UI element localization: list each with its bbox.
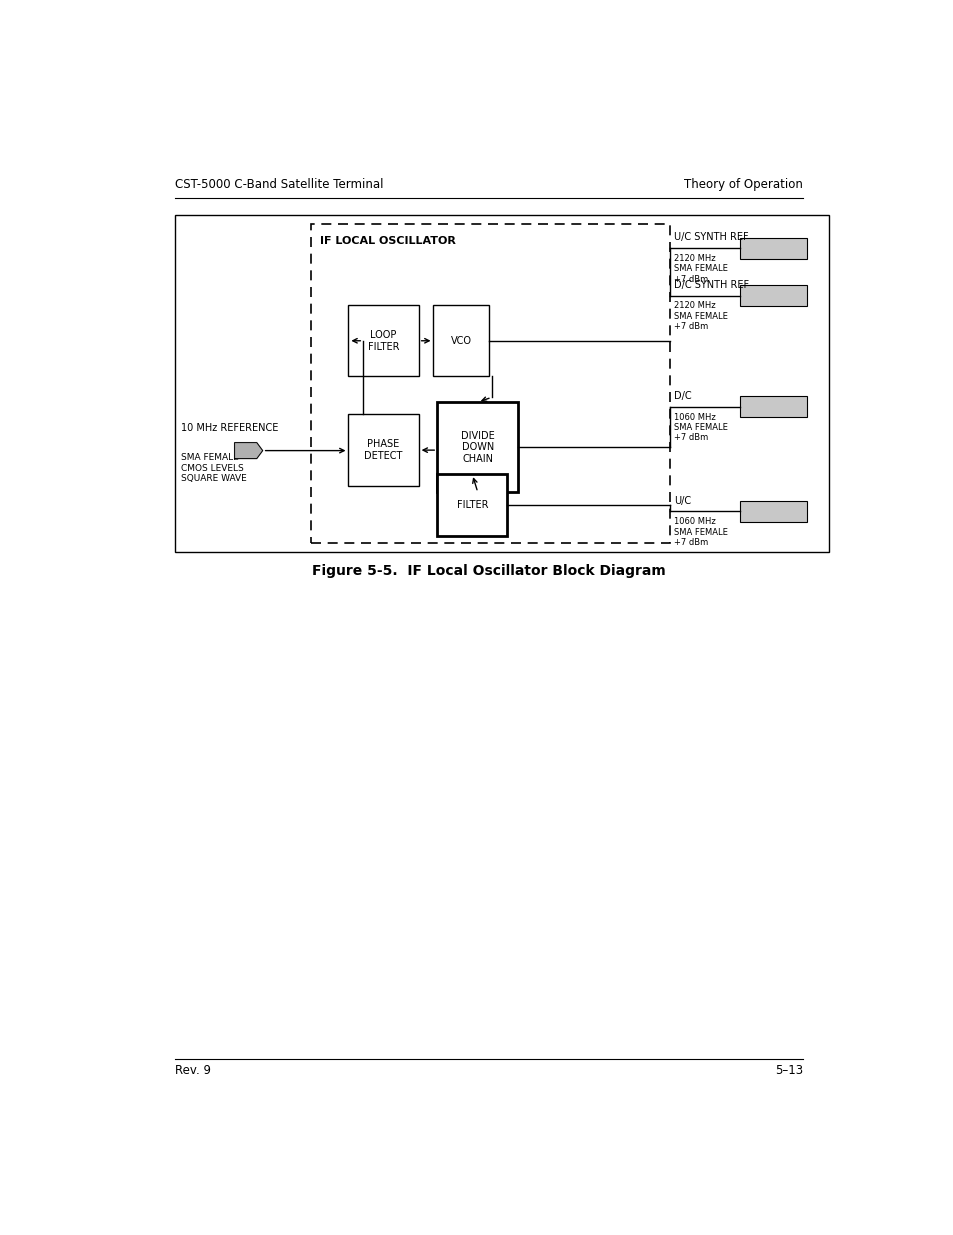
Text: U/C: U/C [673,495,690,506]
Text: D/C: D/C [673,391,691,401]
Text: PHASE
DETECT: PHASE DETECT [364,440,402,461]
Text: 10 MHz REFERENCE: 10 MHz REFERENCE [180,424,277,433]
Text: VCO: VCO [450,336,471,346]
Text: Figure 5-5.  IF Local Oscillator Block Diagram: Figure 5-5. IF Local Oscillator Block Di… [312,564,665,578]
Text: CST-5000 C-Band Satellite Terminal: CST-5000 C-Band Satellite Terminal [174,178,383,191]
Text: Theory of Operation: Theory of Operation [683,178,802,191]
Text: 1060 MHz
SMA FEMALE
+7 dBm: 1060 MHz SMA FEMALE +7 dBm [673,517,727,547]
Text: LOOP
FILTER: LOOP FILTER [368,330,399,352]
Text: U/C SYNTH REF: U/C SYNTH REF [673,232,747,242]
Text: DIVIDE
DOWN
CHAIN: DIVIDE DOWN CHAIN [460,431,495,464]
Bar [311,225,669,543]
Bar [740,501,806,522]
Bar [740,396,806,417]
Text: SMA FEMALE
CMOS LEVELS
SQUARE WAVE: SMA FEMALE CMOS LEVELS SQUARE WAVE [180,453,246,483]
Text: FILTER: FILTER [456,500,488,510]
Bar [740,285,806,306]
Text: D/C SYNTH REF: D/C SYNTH REF [673,280,748,290]
Bar [433,305,488,377]
Bar [174,215,828,552]
Bar [436,403,518,493]
Text: IF LOCAL OSCILLATOR: IF LOCAL OSCILLATOR [320,236,456,246]
Bar [348,305,418,377]
Text: Rev. 9: Rev. 9 [174,1065,211,1077]
Text: 2120 MHz
SMA FEMALE
+7 dBm: 2120 MHz SMA FEMALE +7 dBm [673,253,727,284]
Text: 5–13: 5–13 [774,1065,802,1077]
Bar [436,474,507,536]
Text: 1060 MHz
SMA FEMALE
+7 dBm: 1060 MHz SMA FEMALE +7 dBm [673,412,727,442]
Polygon shape [234,442,262,458]
Bar [740,237,806,258]
Text: 2120 MHz
SMA FEMALE
+7 dBm: 2120 MHz SMA FEMALE +7 dBm [673,301,727,331]
Bar [348,415,418,485]
